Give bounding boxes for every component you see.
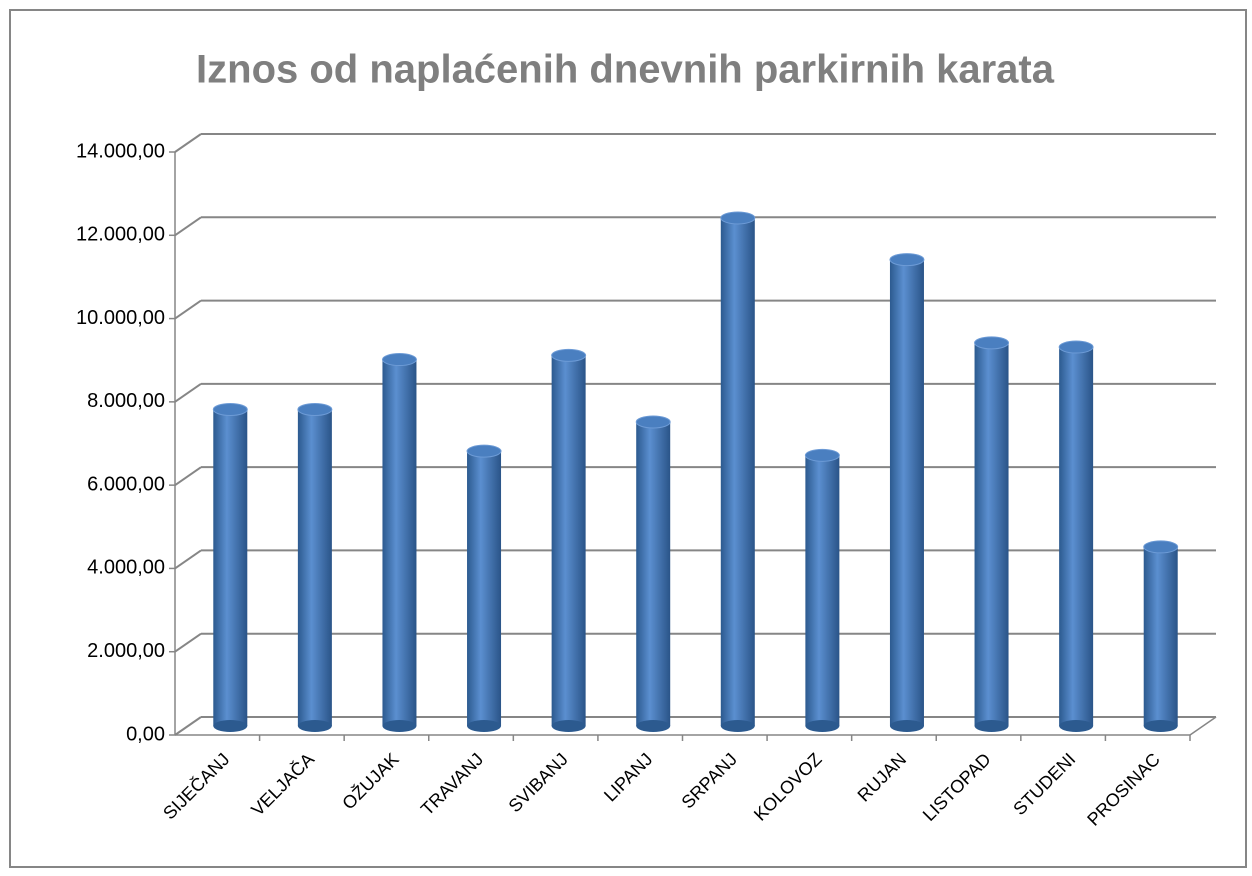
bar-body xyxy=(467,451,502,726)
grid-diagonal xyxy=(174,632,202,653)
y-tick-label: 14.000,00 xyxy=(76,140,165,162)
bar-base xyxy=(213,720,248,732)
bar xyxy=(720,211,756,732)
y-tick-label: 2.000,00 xyxy=(87,640,165,662)
y-tick-label: 12.000,00 xyxy=(76,224,165,246)
bar-base xyxy=(1059,720,1094,732)
grid-diagonal xyxy=(174,383,202,403)
bar-top xyxy=(804,448,840,462)
bar-base xyxy=(636,720,671,732)
bar-body xyxy=(551,355,586,726)
bar-body xyxy=(974,342,1009,726)
bar-top xyxy=(1058,340,1094,354)
grid-diagonal xyxy=(174,549,202,570)
bar-body xyxy=(720,217,755,726)
grid-diagonal xyxy=(174,466,202,486)
bar xyxy=(212,403,248,732)
bar-top xyxy=(297,403,333,417)
bar-body xyxy=(213,409,248,726)
bar-base xyxy=(551,720,586,732)
grid-diagonal xyxy=(174,299,202,320)
floor-edge xyxy=(1189,716,1217,736)
y-tick-label: 10.000,00 xyxy=(76,307,165,329)
bar xyxy=(1058,340,1094,732)
y-tick-label: 6.000,00 xyxy=(87,473,165,495)
bar-base xyxy=(382,720,417,732)
bar-top xyxy=(974,336,1010,350)
bar-body xyxy=(889,259,924,726)
y-tick-label: 4.000,00 xyxy=(87,557,165,579)
bar-base xyxy=(974,720,1009,732)
bar-base xyxy=(467,720,502,732)
bar xyxy=(466,444,502,732)
bar-base xyxy=(805,720,840,732)
bar-base xyxy=(297,720,332,732)
bar xyxy=(551,348,587,732)
bar-base xyxy=(1143,720,1178,732)
bar-top xyxy=(889,253,925,267)
bar-top xyxy=(466,444,502,458)
bar xyxy=(889,253,925,732)
bar-base xyxy=(720,720,755,732)
bar-body xyxy=(805,455,840,726)
bar xyxy=(297,403,333,732)
bar-top xyxy=(551,348,587,362)
bar xyxy=(381,353,417,732)
bar-body xyxy=(636,422,671,726)
bar-top xyxy=(635,415,671,429)
bar-top xyxy=(720,211,756,225)
bar-top xyxy=(381,353,417,367)
bar xyxy=(974,336,1010,732)
grid-diagonal xyxy=(174,216,202,237)
chart-title: Iznos od naplaćenih dnevnih parkirnih ka… xyxy=(196,48,1055,92)
bar xyxy=(635,415,671,732)
y-tick-label: 8.000,00 xyxy=(87,390,165,412)
bar-body xyxy=(382,359,417,726)
bar-body xyxy=(297,409,332,726)
grid-diagonal xyxy=(174,716,202,736)
grid-diagonal xyxy=(174,133,202,153)
bar-top xyxy=(1143,540,1179,554)
bar xyxy=(804,448,840,732)
y-tick-label: 0,00 xyxy=(126,723,165,745)
bar-base xyxy=(889,720,924,732)
bar-top xyxy=(212,403,248,417)
bar-body xyxy=(1143,546,1178,726)
bar-body xyxy=(1059,347,1094,726)
bar xyxy=(1143,540,1179,732)
